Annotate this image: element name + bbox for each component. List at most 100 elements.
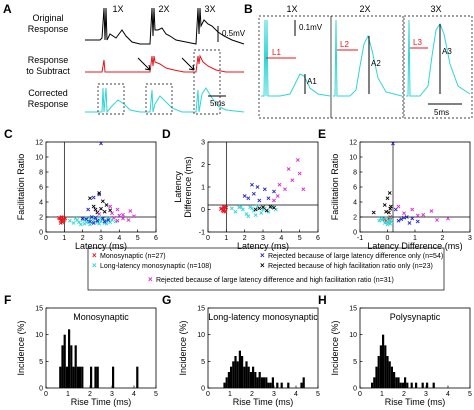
- histogram-bar: [399, 382, 402, 388]
- histogram-bar: [426, 382, 429, 388]
- data-point-rejboth: [97, 212, 102, 216]
- histogram-bar: [267, 382, 270, 388]
- histogram-title: Monosynaptic: [73, 312, 129, 322]
- y-tick-label: 2: [353, 215, 357, 222]
- histogram-bar: [375, 366, 378, 388]
- histogram-bar: [238, 350, 241, 388]
- histogram-bar: [234, 356, 237, 388]
- legend-marker: ×: [260, 261, 265, 270]
- data-point-rejlat: [407, 221, 412, 225]
- data-point-rejboth: [110, 211, 114, 216]
- y-tick-label: 0: [201, 386, 205, 393]
- legend-marker: ×: [260, 251, 265, 260]
- b-trace-2x: [333, 19, 403, 97]
- scale-label-time: 5ms: [210, 99, 225, 108]
- data-point-rejlat: [402, 215, 406, 220]
- histogram-bar: [236, 361, 239, 388]
- y-axis-label: Difference (ms): [183, 156, 193, 217]
- data-point-rejlat: [91, 195, 96, 200]
- y-tick-label: 5: [201, 359, 205, 366]
- data-point-long: [84, 220, 89, 225]
- histogram-bar: [243, 366, 246, 388]
- data-point-rejfac: [104, 203, 109, 207]
- data-point-rejfac: [99, 206, 103, 211]
- data-point-long: [382, 221, 387, 225]
- data-point-rejlat: [80, 216, 85, 221]
- histogram-bar: [390, 366, 393, 388]
- data-point-long: [240, 207, 245, 212]
- x-axis-label: Latency (ms): [75, 241, 127, 251]
- data-point-long: [259, 210, 264, 215]
- histogram-bar: [76, 366, 79, 388]
- data-point-long: [250, 206, 254, 211]
- b-col-label-1x: 1X: [286, 4, 297, 14]
- data-point-rejlat: [266, 196, 271, 201]
- data-point-rejfac: [371, 210, 376, 215]
- x-tick-label: 6: [316, 235, 320, 242]
- x-tick-label: 4: [294, 391, 298, 398]
- plot-frame: [45, 307, 157, 389]
- histogram-bar: [63, 334, 66, 388]
- legend-frame: [87, 247, 445, 291]
- b-col-label-3x: 3X: [430, 4, 441, 14]
- y-tick-label: 10: [35, 155, 43, 162]
- y-tick-label: 0: [201, 207, 205, 214]
- data-point-rejboth: [272, 198, 276, 203]
- data-point-rejboth: [121, 212, 125, 217]
- histogram-bar: [72, 366, 75, 388]
- x-tick-label: 2: [441, 235, 445, 242]
- histogram-bar: [271, 377, 274, 388]
- x-tick-label: 1: [413, 235, 417, 242]
- b-box-3x: [403, 15, 473, 119]
- legend-label: Rejected because of large latency differ…: [268, 253, 443, 260]
- x-tick-label: 3: [261, 235, 265, 242]
- b-scale-label-voltage: 0.1mV: [299, 23, 323, 32]
- data-point-rejlat: [88, 219, 92, 224]
- y-axis-label: Incidence (%): [178, 320, 188, 375]
- histogram-bar: [379, 345, 382, 388]
- histogram-bar: [280, 382, 283, 388]
- x-tick-label: 2: [81, 235, 85, 242]
- x-axis-label: Latency (ms): [237, 241, 289, 251]
- histogram-bar: [96, 366, 99, 388]
- data-point-long: [75, 218, 80, 222]
- x-tick-label: 2: [402, 391, 406, 398]
- histogram-bar: [232, 361, 235, 388]
- x-tick-label: 5: [316, 391, 320, 398]
- data-point-long: [266, 209, 271, 214]
- histogram-bar: [254, 372, 257, 388]
- data-point-rejlat: [251, 191, 256, 196]
- x-tick-label: 0: [206, 391, 210, 398]
- y-tick-label: 6: [39, 185, 43, 192]
- y-tick-label: 2: [39, 215, 43, 222]
- data-point-rejfac: [261, 205, 265, 210]
- histogram-title: Polysynaptic: [390, 312, 441, 322]
- legend-marker: ×: [92, 261, 97, 270]
- histogram-bar: [393, 372, 396, 388]
- x-axis-label: Rise Time (ms): [71, 397, 132, 407]
- zoom-box-1x: [97, 83, 125, 115]
- data-point-rejlat: [399, 217, 404, 222]
- x-axis-label: Rise Time (ms): [385, 397, 446, 407]
- x-tick-label: 1: [380, 391, 384, 398]
- legend: × Monosynaptic (n=27)× Long-latency monosy…: [87, 247, 445, 291]
- histogram-bar: [406, 382, 409, 388]
- y-tick-label: 10: [35, 332, 43, 339]
- data-point-rejboth: [301, 187, 306, 192]
- data-point-rejfac: [272, 205, 276, 210]
- y-axis-label: Facilitation Ratio: [330, 154, 340, 221]
- data-point-rejfac: [257, 206, 262, 211]
- y-axis-label: Incidence (%): [330, 320, 340, 375]
- data-point-long: [233, 209, 238, 214]
- data-point-rejlat: [102, 219, 107, 224]
- x-tick-label: 5: [298, 235, 302, 242]
- x-tick-label: 5: [136, 235, 140, 242]
- panel-letter-g: G: [162, 293, 171, 307]
- data-point-rejlat: [393, 207, 398, 212]
- data-point-mono: [63, 216, 68, 221]
- x-tick-label: 2: [243, 235, 247, 242]
